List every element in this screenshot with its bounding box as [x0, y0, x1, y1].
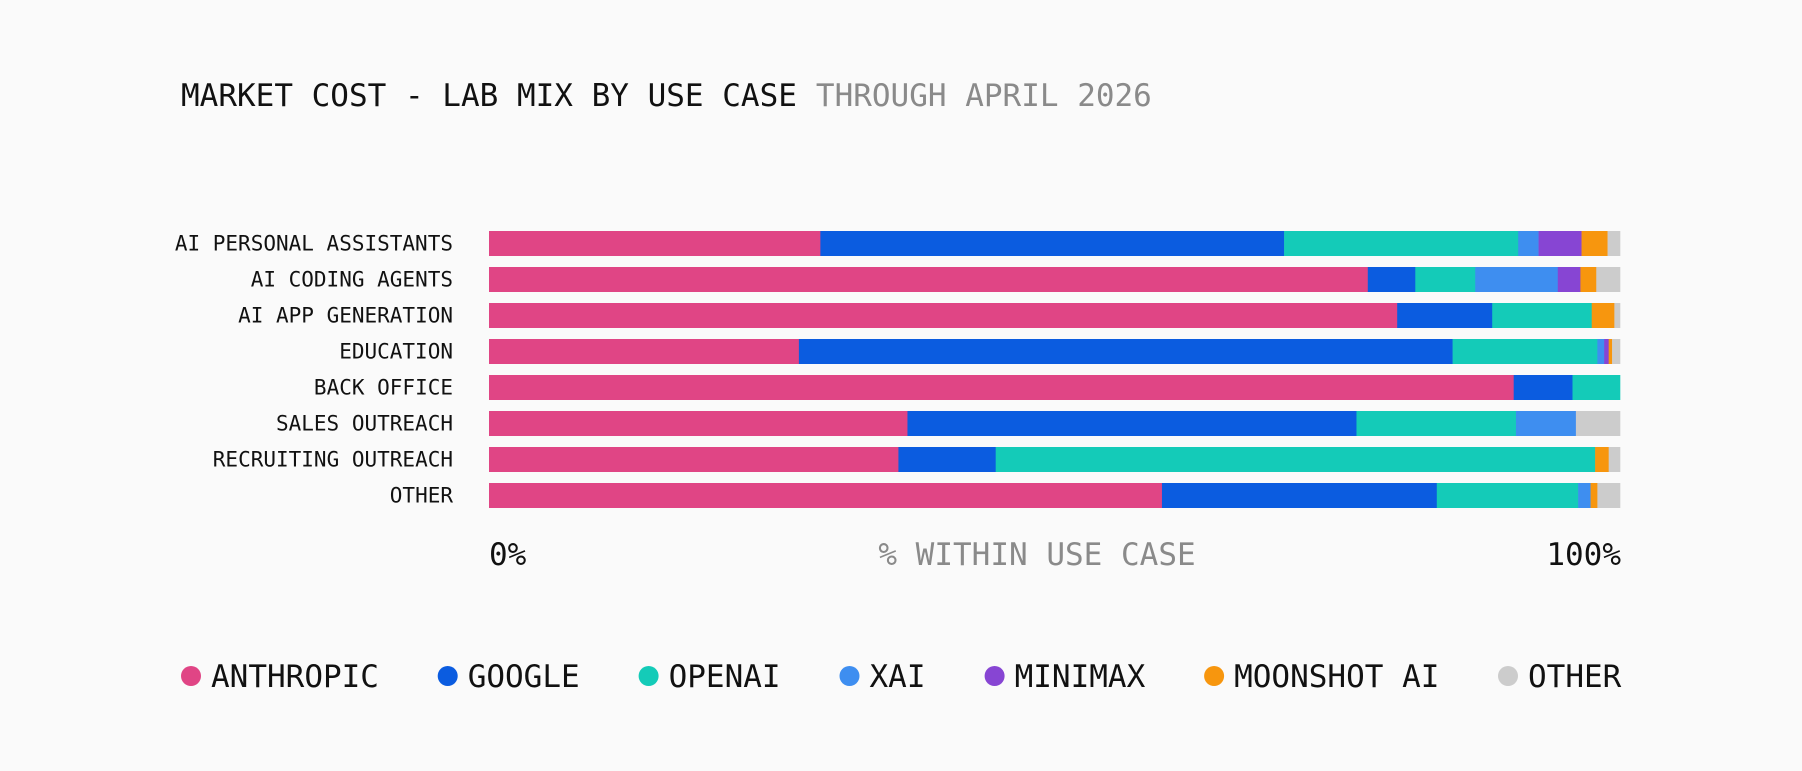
- legend-label-minimax: MINIMAX: [1015, 659, 1146, 695]
- bar-segment-ai-personal-assistants-google: [820, 231, 1285, 256]
- legend-item-openai: OPENAI: [638, 659, 781, 695]
- bar-segment-other-moonshot-ai: [1590, 483, 1598, 508]
- chart-title-main: MARKET COST - LAB MIX BY USE CASE: [181, 78, 797, 114]
- bar-segment-ai-personal-assistants-openai: [1284, 231, 1519, 256]
- bar-segment-education-google: [798, 339, 1453, 364]
- legend-swatch-openai: [638, 666, 659, 686]
- row-label-other: OTHER: [390, 484, 454, 508]
- legend-label-openai: OPENAI: [669, 659, 781, 695]
- bar-segment-education-xai: [1597, 339, 1605, 364]
- legend-label-other: OTHER: [1528, 659, 1622, 695]
- bar-segment-recruiting-outreach-google: [898, 447, 996, 472]
- bar-segment-ai-coding-agents-anthropic: [489, 267, 1369, 292]
- bar-segment-ai-personal-assistants-other: [1607, 231, 1621, 256]
- legend-item-minimax: MINIMAX: [984, 659, 1146, 695]
- bar-segment-education-anthropic: [489, 339, 800, 364]
- bar-segment-education-openai: [1452, 339, 1598, 364]
- legend-swatch-moonshot-ai: [1204, 666, 1225, 686]
- legend-swatch-google: [437, 666, 458, 686]
- bar-segment-ai-app-generation-anthropic: [489, 303, 1398, 328]
- bar-segment-other-google: [1161, 483, 1438, 508]
- row-label-ai-coding-agents: AI CODING AGENTS: [251, 268, 453, 292]
- row-label-sales-outreach: SALES OUTREACH: [276, 412, 453, 436]
- bar-segment-ai-personal-assistants-xai: [1518, 231, 1539, 256]
- bar-segment-ai-personal-assistants-minimax: [1538, 231, 1582, 256]
- legend-item-xai: XAI: [839, 659, 926, 695]
- x-tick-label-min: 0%: [489, 537, 527, 573]
- row-label-education: EDUCATION: [339, 340, 453, 364]
- legend-label-google: GOOGLE: [468, 659, 580, 695]
- bar-segment-sales-outreach-xai: [1515, 411, 1577, 436]
- bar-segment-ai-app-generation-google: [1397, 303, 1493, 328]
- bar-segment-ai-coding-agents-minimax: [1557, 267, 1581, 292]
- bar-segment-other-xai: [1578, 483, 1591, 508]
- bar-segment-recruiting-outreach-anthropic: [489, 447, 899, 472]
- x-tick-label-max: 100%: [1546, 537, 1621, 573]
- legend-swatch-xai: [839, 666, 860, 686]
- bar-segment-sales-outreach-other: [1575, 411, 1621, 436]
- row-label-ai-personal-assistants: AI PERSONAL ASSISTANTS: [175, 232, 453, 256]
- bar-segment-ai-personal-assistants-anthropic: [489, 231, 821, 256]
- bar-segment-other-anthropic: [489, 483, 1163, 508]
- bar-segment-recruiting-outreach-openai: [995, 447, 1596, 472]
- legend-item-other: OTHER: [1498, 659, 1622, 695]
- legend-swatch-minimax: [984, 666, 1005, 686]
- bar-segment-back-office-anthropic: [489, 375, 1514, 400]
- bar-segment-back-office-openai: [1572, 375, 1621, 400]
- bar-segment-recruiting-outreach-moonshot-ai: [1595, 447, 1609, 472]
- legend-swatch-other: [1498, 666, 1518, 686]
- bar-segment-ai-personal-assistants-moonshot-ai: [1581, 231, 1608, 256]
- bar-segment-education-moonshot-ai: [1608, 339, 1613, 364]
- bar-segment-other-openai: [1436, 483, 1579, 508]
- row-label-back-office: BACK OFFICE: [314, 376, 453, 400]
- bar-segment-back-office-google: [1513, 375, 1573, 400]
- bar-segment-education-minimax: [1604, 339, 1609, 364]
- bar-segment-ai-app-generation-openai: [1492, 303, 1593, 328]
- bar-segment-sales-outreach-anthropic: [489, 411, 908, 436]
- bar-segment-sales-outreach-google: [907, 411, 1357, 436]
- x-axis-label: % WITHIN USE CASE: [878, 537, 1195, 573]
- bar-segment-other-other: [1597, 483, 1621, 508]
- bar-segment-ai-coding-agents-moonshot-ai: [1580, 267, 1597, 292]
- bars: [489, 231, 1621, 508]
- bar-segment-education-other: [1612, 339, 1621, 364]
- chart-subtitle: THROUGH APRIL 2026: [816, 78, 1152, 114]
- legend-label-xai: XAI: [870, 659, 926, 695]
- legend-item-google: GOOGLE: [437, 659, 580, 695]
- row-label-recruiting-outreach: RECRUITING OUTREACH: [213, 448, 453, 472]
- row-label-ai-app-generation: AI APP GENERATION: [238, 304, 453, 328]
- legend: ANTHROPIC GOOGLE OPENAI XAI MINIMAX MOONSHOT …: [181, 659, 1622, 695]
- legend-item-anthropic: ANTHROPIC: [181, 659, 379, 695]
- bar-segment-ai-coding-agents-google: [1367, 267, 1416, 292]
- row-labels: AI PERSONAL ASSISTANTS AI CODING AGENTS AI…: [175, 232, 454, 508]
- chart-title: MARKET COST - LAB MIX BY USE CASE THROUGH…: [181, 78, 1152, 114]
- bar-segment-recruiting-outreach-other: [1608, 447, 1621, 472]
- legend-swatch-anthropic: [181, 666, 201, 686]
- legend-label-anthropic: ANTHROPIC: [211, 659, 379, 695]
- legend-item-moonshot-ai: MOONSHOT AI: [1204, 659, 1439, 695]
- bar-segment-ai-coding-agents-xai: [1475, 267, 1559, 292]
- bar-segment-ai-app-generation-moonshot-ai: [1591, 303, 1615, 328]
- bar-segment-ai-coding-agents-other: [1596, 267, 1621, 292]
- bar-segment-ai-app-generation-other: [1614, 303, 1621, 328]
- bar-segment-ai-coding-agents-openai: [1415, 267, 1476, 292]
- bar-segment-sales-outreach-openai: [1356, 411, 1517, 436]
- legend-label-moonshot-ai: MOONSHOT AI: [1234, 659, 1439, 695]
